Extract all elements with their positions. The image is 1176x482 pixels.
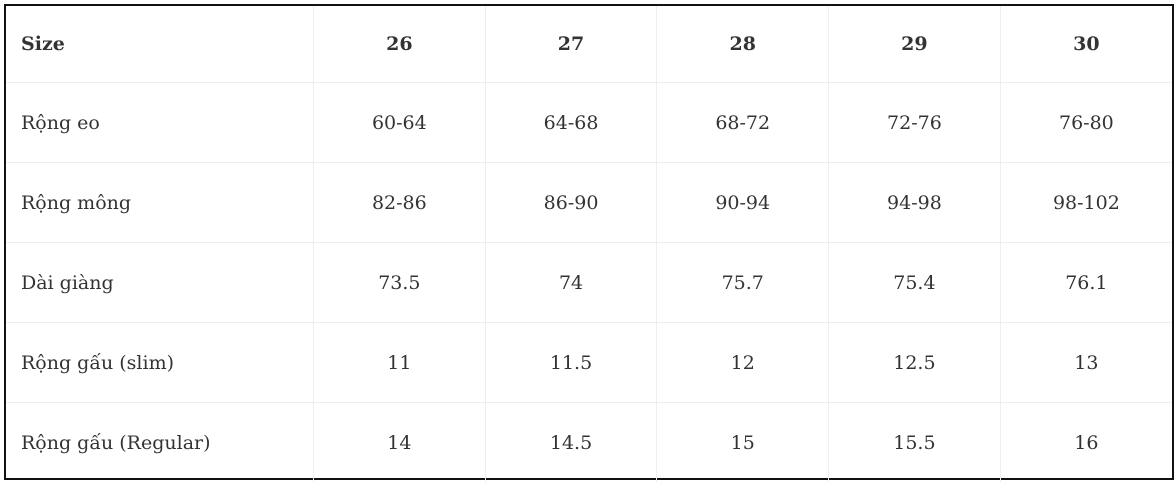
table-cell: 76-80 (999, 82, 1172, 163)
table-cell: 15 (656, 402, 830, 482)
table-cell: 86-90 (484, 162, 658, 243)
table-cell: 98-102 (999, 162, 1172, 243)
size-table: Size 26 27 28 29 30 Rộng eo 60-64 64-68 68-72 72-7… (6, 6, 1172, 482)
table-cell: 72-76 (828, 82, 1001, 163)
header-cell: 28 (656, 6, 830, 83)
table-row: Rộng eo 60-64 64-68 68-72 72-76 76-80 (6, 82, 1172, 163)
table-cell: 68-72 (656, 82, 830, 163)
table-cell: 12.5 (828, 322, 1001, 403)
table-cell: 94-98 (828, 162, 1001, 243)
table-cell: 14 (313, 402, 486, 482)
table-cell: 76.1 (999, 242, 1172, 323)
table-cell: 12 (656, 322, 830, 403)
row-label: Rộng gấu (Regular) (6, 402, 314, 482)
table-cell: 11.5 (484, 322, 658, 403)
table-cell: 90-94 (656, 162, 830, 243)
header-cell: 27 (484, 6, 658, 83)
table-cell: 15.5 (828, 402, 1001, 482)
table-cell: 82-86 (313, 162, 486, 243)
table-cell: 60-64 (313, 82, 486, 163)
table-row: Rộng mông 82-86 86-90 90-94 94-98 98-102 (6, 162, 1172, 243)
header-cell: 29 (828, 6, 1001, 83)
table-row: Rộng gấu (Regular) 14 14.5 15 15.5 16 (6, 402, 1172, 482)
table-cell: 13 (999, 322, 1172, 403)
table-cell: 75.7 (656, 242, 830, 323)
table-cell: 73.5 (313, 242, 486, 323)
table-row: Dài giàng 73.5 74 75.7 75.4 76.1 (6, 242, 1172, 323)
header-cell: 26 (313, 6, 486, 83)
row-label: Dài giàng (6, 242, 314, 323)
table-row: Rộng gấu (slim) 11 11.5 12 12.5 13 (6, 322, 1172, 403)
table-cell: 75.4 (828, 242, 1001, 323)
header-cell: Size (6, 6, 314, 83)
table-cell: 64-68 (484, 82, 658, 163)
size-table-frame: Size 26 27 28 29 30 Rộng eo 60-64 64-68 68-72 72-7… (4, 4, 1174, 482)
table-cell: 74 (484, 242, 658, 323)
row-label: Rộng eo (6, 82, 314, 163)
header-cell: 30 (999, 6, 1172, 83)
table-cell: 11 (313, 322, 486, 403)
row-label: Rộng gấu (slim) (6, 322, 314, 403)
header-row: Size 26 27 28 29 30 (6, 6, 1172, 83)
table-cell: 16 (999, 402, 1172, 482)
table-cell: 14.5 (484, 402, 658, 482)
row-label: Rộng mông (6, 162, 314, 243)
